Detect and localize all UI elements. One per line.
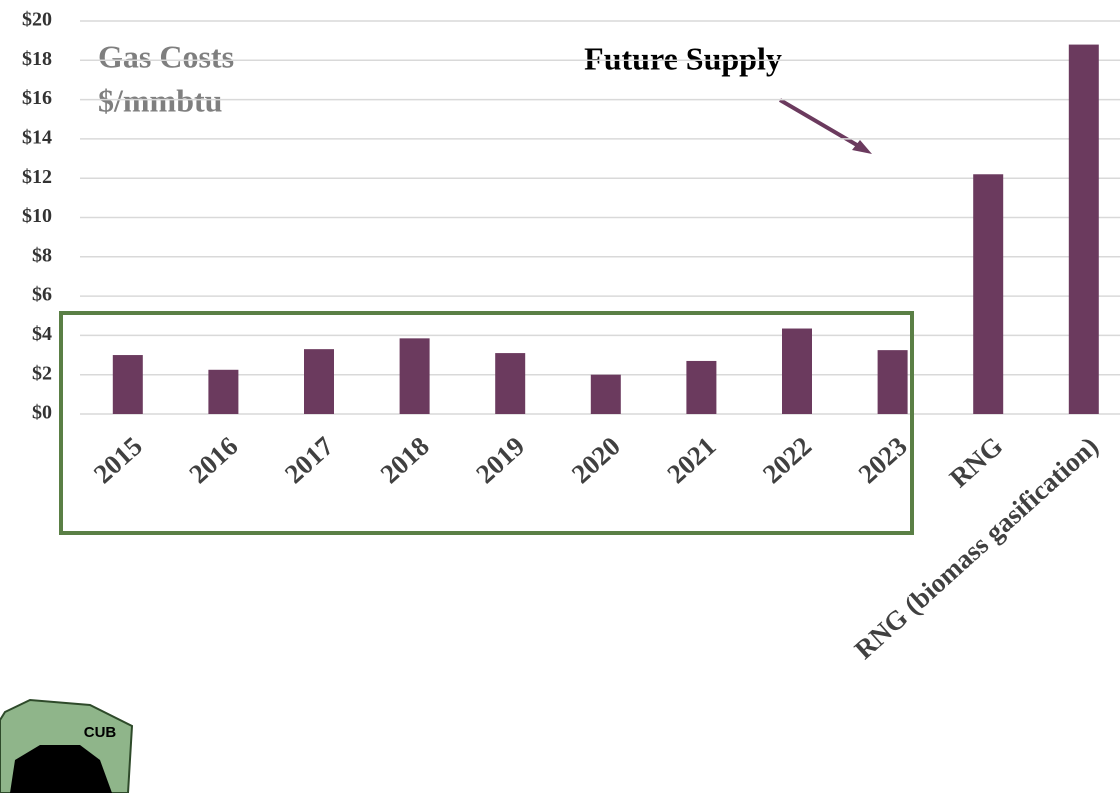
bar	[399, 338, 430, 414]
y-tick-label: $14	[22, 126, 52, 148]
y-tick-label: $2	[32, 362, 52, 384]
bar	[208, 369, 239, 414]
chart-title: Gas Costs	[98, 38, 234, 74]
bar	[686, 360, 717, 414]
annotation: Future Supply	[584, 40, 782, 76]
x-tick-label: 2021	[661, 431, 721, 489]
arrow-head	[852, 140, 872, 154]
x-tick-label: 2020	[566, 431, 626, 489]
y-tick-label: $10	[22, 205, 52, 227]
y-tick-label: $6	[32, 284, 52, 306]
bar	[304, 349, 334, 414]
y-tick-label: $0	[32, 402, 52, 424]
y-tick-label: $12	[22, 166, 52, 188]
x-tick-label: 2017	[279, 431, 339, 489]
logo-bear	[10, 745, 112, 793]
bar	[112, 355, 143, 414]
bar	[782, 328, 812, 414]
logo-text: CUB	[84, 724, 117, 741]
bar	[495, 353, 526, 414]
y-tick-label: $8	[32, 244, 52, 266]
x-tick-label: 2018	[375, 431, 435, 489]
highlight-box	[59, 311, 914, 535]
y-tick-label: $20	[22, 9, 52, 31]
bar	[1068, 44, 1099, 415]
annotation-arrow	[778, 98, 864, 150]
x-tick-label: RNG	[944, 431, 1009, 493]
x-tick-label: 2015	[88, 431, 148, 489]
bar	[590, 374, 621, 414]
x-tick-label: 2022	[757, 431, 817, 489]
x-tick-label: 2023	[853, 431, 913, 489]
y-tick-label: $4	[32, 323, 52, 345]
y-tick-label: $18	[22, 48, 52, 70]
bar	[973, 174, 1004, 414]
y-tick-label: $16	[22, 87, 52, 109]
x-tick-label: 2016	[183, 431, 243, 489]
bar	[877, 350, 908, 414]
logo: CUB	[0, 698, 134, 793]
x-tick-label: 2019	[470, 431, 530, 489]
